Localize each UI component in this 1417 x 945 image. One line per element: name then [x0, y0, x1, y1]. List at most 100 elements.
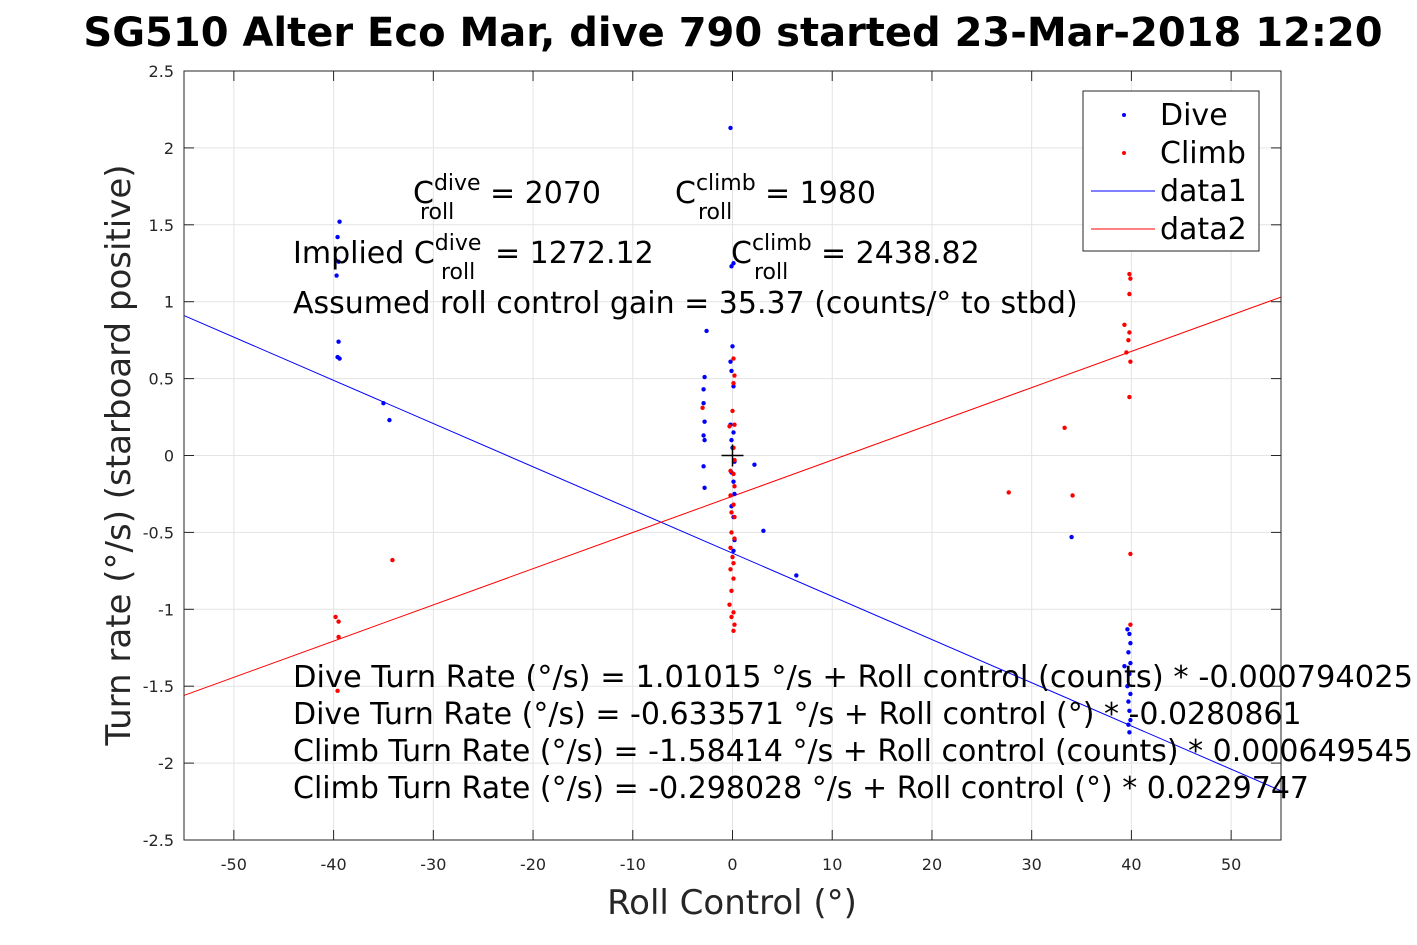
climb-point	[731, 576, 736, 581]
x-tick-label: 20	[922, 855, 942, 874]
climb-point	[727, 424, 732, 429]
climb-point	[731, 628, 736, 634]
y-tick-label: 0	[164, 447, 174, 466]
dive-point	[1128, 717, 1133, 723]
series-climb-points	[333, 271, 1133, 694]
implied-dive-superscript: dive	[435, 231, 482, 256]
dive-point	[1126, 699, 1131, 704]
climb-point	[729, 530, 734, 535]
climb-point	[336, 634, 341, 640]
climb-point	[1122, 322, 1127, 327]
y-tick-label: -1.5	[143, 677, 174, 696]
c-dive-superscript: dive	[434, 171, 481, 196]
dive-point	[702, 419, 707, 424]
climb-point	[730, 408, 735, 414]
climb-point	[1126, 337, 1131, 343]
dive-point	[1125, 627, 1130, 632]
dive-point	[752, 462, 757, 467]
climb-point	[1128, 622, 1133, 627]
dive-point	[1127, 631, 1132, 637]
climb-point	[731, 471, 736, 477]
dive-point	[701, 464, 706, 469]
climb-point	[1127, 330, 1132, 335]
dive-point	[381, 401, 386, 406]
y-tick-label: -0.5	[143, 523, 174, 542]
dive-point	[387, 417, 392, 423]
dive-point	[701, 401, 706, 406]
climb-point	[732, 422, 737, 427]
roll-gain-annotation: Assumed roll control gain = 35.37 (count…	[293, 286, 1078, 321]
implied-climb-symbol: C	[731, 236, 752, 271]
dive-point	[731, 479, 736, 484]
x-tick-label: -20	[520, 855, 546, 874]
y-tick-label: 0.5	[149, 370, 174, 389]
climb-point	[729, 614, 734, 620]
climb-point	[731, 502, 736, 507]
y-tick-label: -2	[158, 754, 174, 773]
dive-point	[1126, 650, 1131, 655]
ticks: -50 -40 -30 -20 -10 0 10 20 30 40 50-2.5-2-1.5-1-0…	[143, 62, 1281, 874]
y-tick-label: -2.5	[143, 831, 174, 850]
dive-point	[731, 261, 736, 266]
dive-point	[1128, 660, 1133, 666]
implied-dive-annotation: Implied Cdive roll	[293, 231, 481, 285]
dive-point	[1069, 534, 1074, 540]
climb-point	[732, 514, 737, 520]
dive-point	[728, 359, 733, 364]
x-tick-label: 50	[1221, 855, 1241, 874]
climb-point	[732, 373, 737, 378]
c-dive-value: = 2070	[490, 176, 601, 211]
dive-point	[702, 437, 707, 443]
climb-point	[728, 567, 733, 572]
climb-point	[732, 484, 737, 489]
dive-point	[337, 356, 342, 361]
dive-point	[702, 485, 707, 490]
implied-climb-annotation: Cclimb roll	[731, 231, 812, 285]
y-axis-label: Turn rate (°/s) (starboard positive)	[99, 164, 139, 746]
dive-point	[336, 259, 341, 264]
implied-dive-value: = 1272.12	[495, 236, 654, 271]
climb-point	[336, 619, 341, 624]
climb-point	[728, 493, 733, 498]
dive-point	[1127, 671, 1132, 677]
x-tick-label: 30	[1022, 855, 1042, 874]
climb-point	[728, 468, 733, 474]
dive-point	[729, 368, 734, 374]
dive-point	[728, 125, 733, 131]
legend-dive-label: Dive	[1160, 98, 1228, 133]
implied-climb-value: = 2438.82	[821, 236, 980, 271]
x-tick-label: 0	[727, 855, 737, 874]
dive-point	[731, 430, 736, 435]
y-tick-label: 1.5	[149, 216, 174, 235]
c-dive-subscript: roll	[420, 200, 454, 225]
x-tick-label: 40	[1121, 855, 1141, 874]
dive-point	[1128, 691, 1133, 697]
y-tick-label: 2.5	[149, 62, 174, 81]
climb-point	[700, 405, 705, 411]
dive-point	[337, 219, 342, 224]
dive-point	[731, 548, 736, 554]
dive-point	[1122, 664, 1127, 669]
data1-fit-line	[183, 315, 1282, 792]
legend-climb-label: Climb	[1160, 136, 1246, 171]
dive-point	[701, 433, 706, 438]
climb-point	[333, 614, 338, 620]
climb-point	[1006, 490, 1011, 495]
c-climb-symbol: C	[675, 176, 696, 211]
climb-point	[335, 688, 340, 694]
dive-point	[1127, 730, 1132, 735]
climb-point	[730, 554, 735, 560]
climb-point	[1128, 359, 1133, 364]
climb-point	[1128, 276, 1133, 281]
legend-data2-label: data2	[1160, 212, 1247, 247]
climb-point	[390, 557, 395, 563]
dive-point	[730, 344, 735, 349]
c-dive-symbol: C	[413, 176, 434, 211]
climb-point	[728, 545, 733, 550]
climb-point	[1062, 425, 1067, 431]
climb-point	[732, 536, 737, 541]
legend-climb-marker	[1122, 151, 1126, 155]
dive-point	[334, 273, 339, 278]
climb-point	[729, 588, 734, 594]
climb-point	[1070, 493, 1075, 498]
